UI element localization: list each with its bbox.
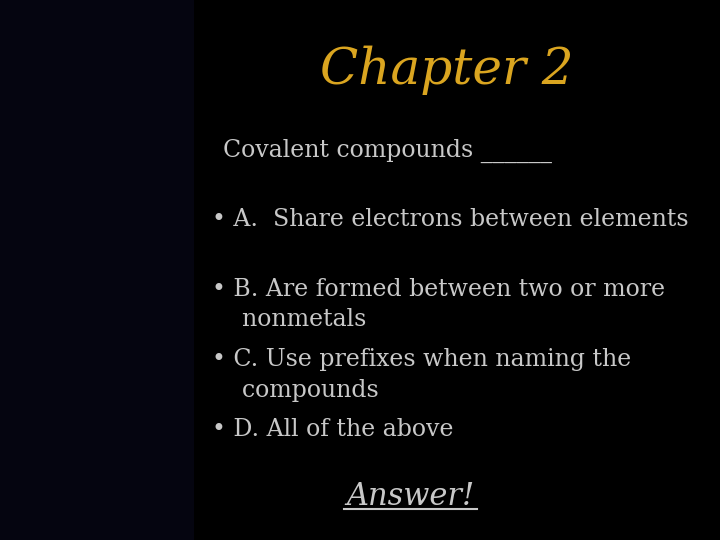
Text: • B. Are formed between two or more
    nonmetals: • B. Are formed between two or more nonm… — [212, 278, 665, 332]
Text: Answer!: Answer! — [346, 481, 474, 512]
Text: • C. Use prefixes when naming the
    compounds: • C. Use prefixes when naming the compou… — [212, 348, 631, 402]
Text: Chapter 2: Chapter 2 — [320, 45, 573, 95]
Text: • A.  Share electrons between elements: • A. Share electrons between elements — [212, 208, 689, 231]
Text: • D. All of the above: • D. All of the above — [212, 418, 454, 442]
Text: Covalent compounds ______: Covalent compounds ______ — [223, 139, 552, 163]
Bar — [0, 0, 194, 540]
